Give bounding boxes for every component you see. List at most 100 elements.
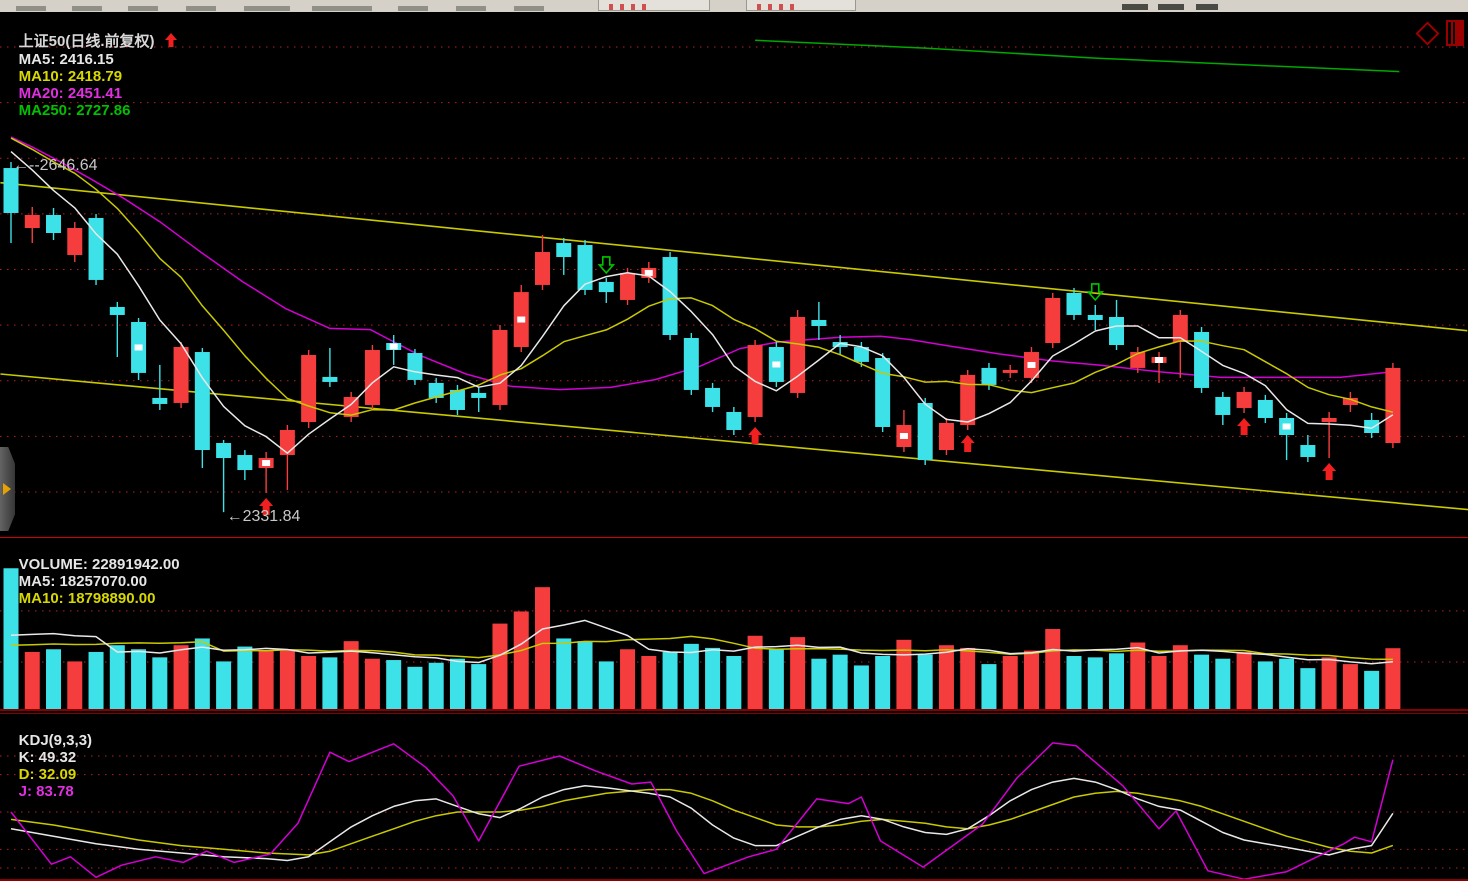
button-glyph [620,4,624,10]
volume-ma5-value: MA5: 18257070.00 [18,573,148,590]
volume-bar [768,649,784,710]
candle-body [1257,399,1273,418]
week-marker-dot [262,460,271,467]
volume-bar [556,638,572,710]
candle-body [981,367,997,385]
candle-body [237,455,253,471]
toolbar-button[interactable] [598,0,710,11]
candle-body [960,374,976,425]
volume-bar [683,643,699,710]
ma20-line [10,136,1393,391]
candle-body [1300,445,1316,458]
candle-body [598,281,614,293]
ma250-line [755,39,1400,73]
volume-bar [747,635,763,710]
pane-separator [0,879,1468,881]
expand-right-icon [3,483,11,495]
button-glyph [609,4,613,10]
trendline [0,181,1468,332]
diamond-tool-icon[interactable] [1415,20,1440,46]
volume-bar [896,639,912,710]
candle-body [1215,396,1231,415]
button-glyph [790,4,794,10]
volume-bar [790,637,806,710]
ma10-line [10,137,1394,416]
menu-item-remnant[interactable] [186,6,216,11]
candle-body [620,272,636,300]
sell-signal-icon [1086,283,1105,302]
week-marker-dot [1027,361,1036,368]
volume-bar [577,641,593,710]
volume-bar [1045,629,1061,710]
ma5-line [10,151,1394,454]
volume-bar [641,656,657,710]
kdj-j-value: J: 83.78 [18,783,74,800]
candle-body [216,443,232,459]
volume-bar [343,641,359,710]
menu-item-remnant[interactable] [128,6,158,11]
kdj-d-value: D: 32.09 [18,766,77,783]
candle-body [152,397,168,404]
volume-bar [1109,653,1125,710]
week-marker-dot [134,344,143,351]
corner-toolbar [1415,20,1464,46]
volume-bar [322,657,338,710]
menu-item-remnant[interactable] [244,6,290,11]
toolbar-button[interactable] [746,0,856,11]
buy-signal-icon [748,426,763,444]
candle-body [46,214,62,234]
volume-bar [598,661,614,710]
candle-body [1385,367,1401,444]
week-marker-dot [772,361,781,368]
candle-body [301,355,317,422]
ma20-line [10,136,1393,391]
button-glyph [779,4,783,10]
kdj-j-line [10,742,1394,880]
candle-body [577,245,593,290]
menu-item-remnant[interactable] [456,6,486,11]
candle-body [535,252,550,285]
candle-body [662,257,678,336]
kdj-k-line [10,777,1394,862]
candle-body [811,319,827,326]
ma5-value: MA5: 2416.15 [18,51,114,68]
week-marker-dot [1282,423,1291,430]
candle-body [471,392,487,398]
menu-text-remnant [1158,4,1184,10]
candle-body [1087,314,1103,320]
kdj-lines [10,742,1394,880]
ma10-value: MA10: 2418.79 [18,68,123,85]
candlesticks [3,162,1401,515]
candle-body [3,168,19,213]
candle-body [1321,417,1337,422]
menu-item-remnant[interactable] [16,6,46,11]
volume-bar [471,664,487,710]
menu-item-remnant[interactable] [514,6,544,11]
volume-bar [1279,658,1295,710]
candle-body [1002,369,1018,373]
volume-bar [194,638,210,710]
volume-bar [492,623,508,710]
candle-body [407,353,423,380]
volume-bar [1172,645,1188,710]
price-annotation: ←--2646.64 [13,157,98,174]
sidebar-drawer-handle[interactable] [0,447,15,531]
candle-body [1130,352,1146,368]
menu-item-remnant[interactable] [398,6,428,11]
menu-item-remnant[interactable] [72,6,102,11]
candle-body [832,342,848,348]
candle-body [1236,391,1252,408]
volume-bar [46,649,62,710]
ma20-value: MA20: 2451.41 [18,85,123,102]
candle-body [726,411,742,430]
trendline [0,373,1468,511]
volume-bar [1300,668,1316,710]
volume-bar [386,660,402,710]
candle-body [938,422,954,451]
trend-channel-lines [0,181,1468,511]
split-window-icon[interactable] [1446,20,1464,46]
week-marker-dot [517,316,526,323]
volume-bar [1002,656,1018,710]
menu-item-remnant[interactable] [312,6,372,11]
